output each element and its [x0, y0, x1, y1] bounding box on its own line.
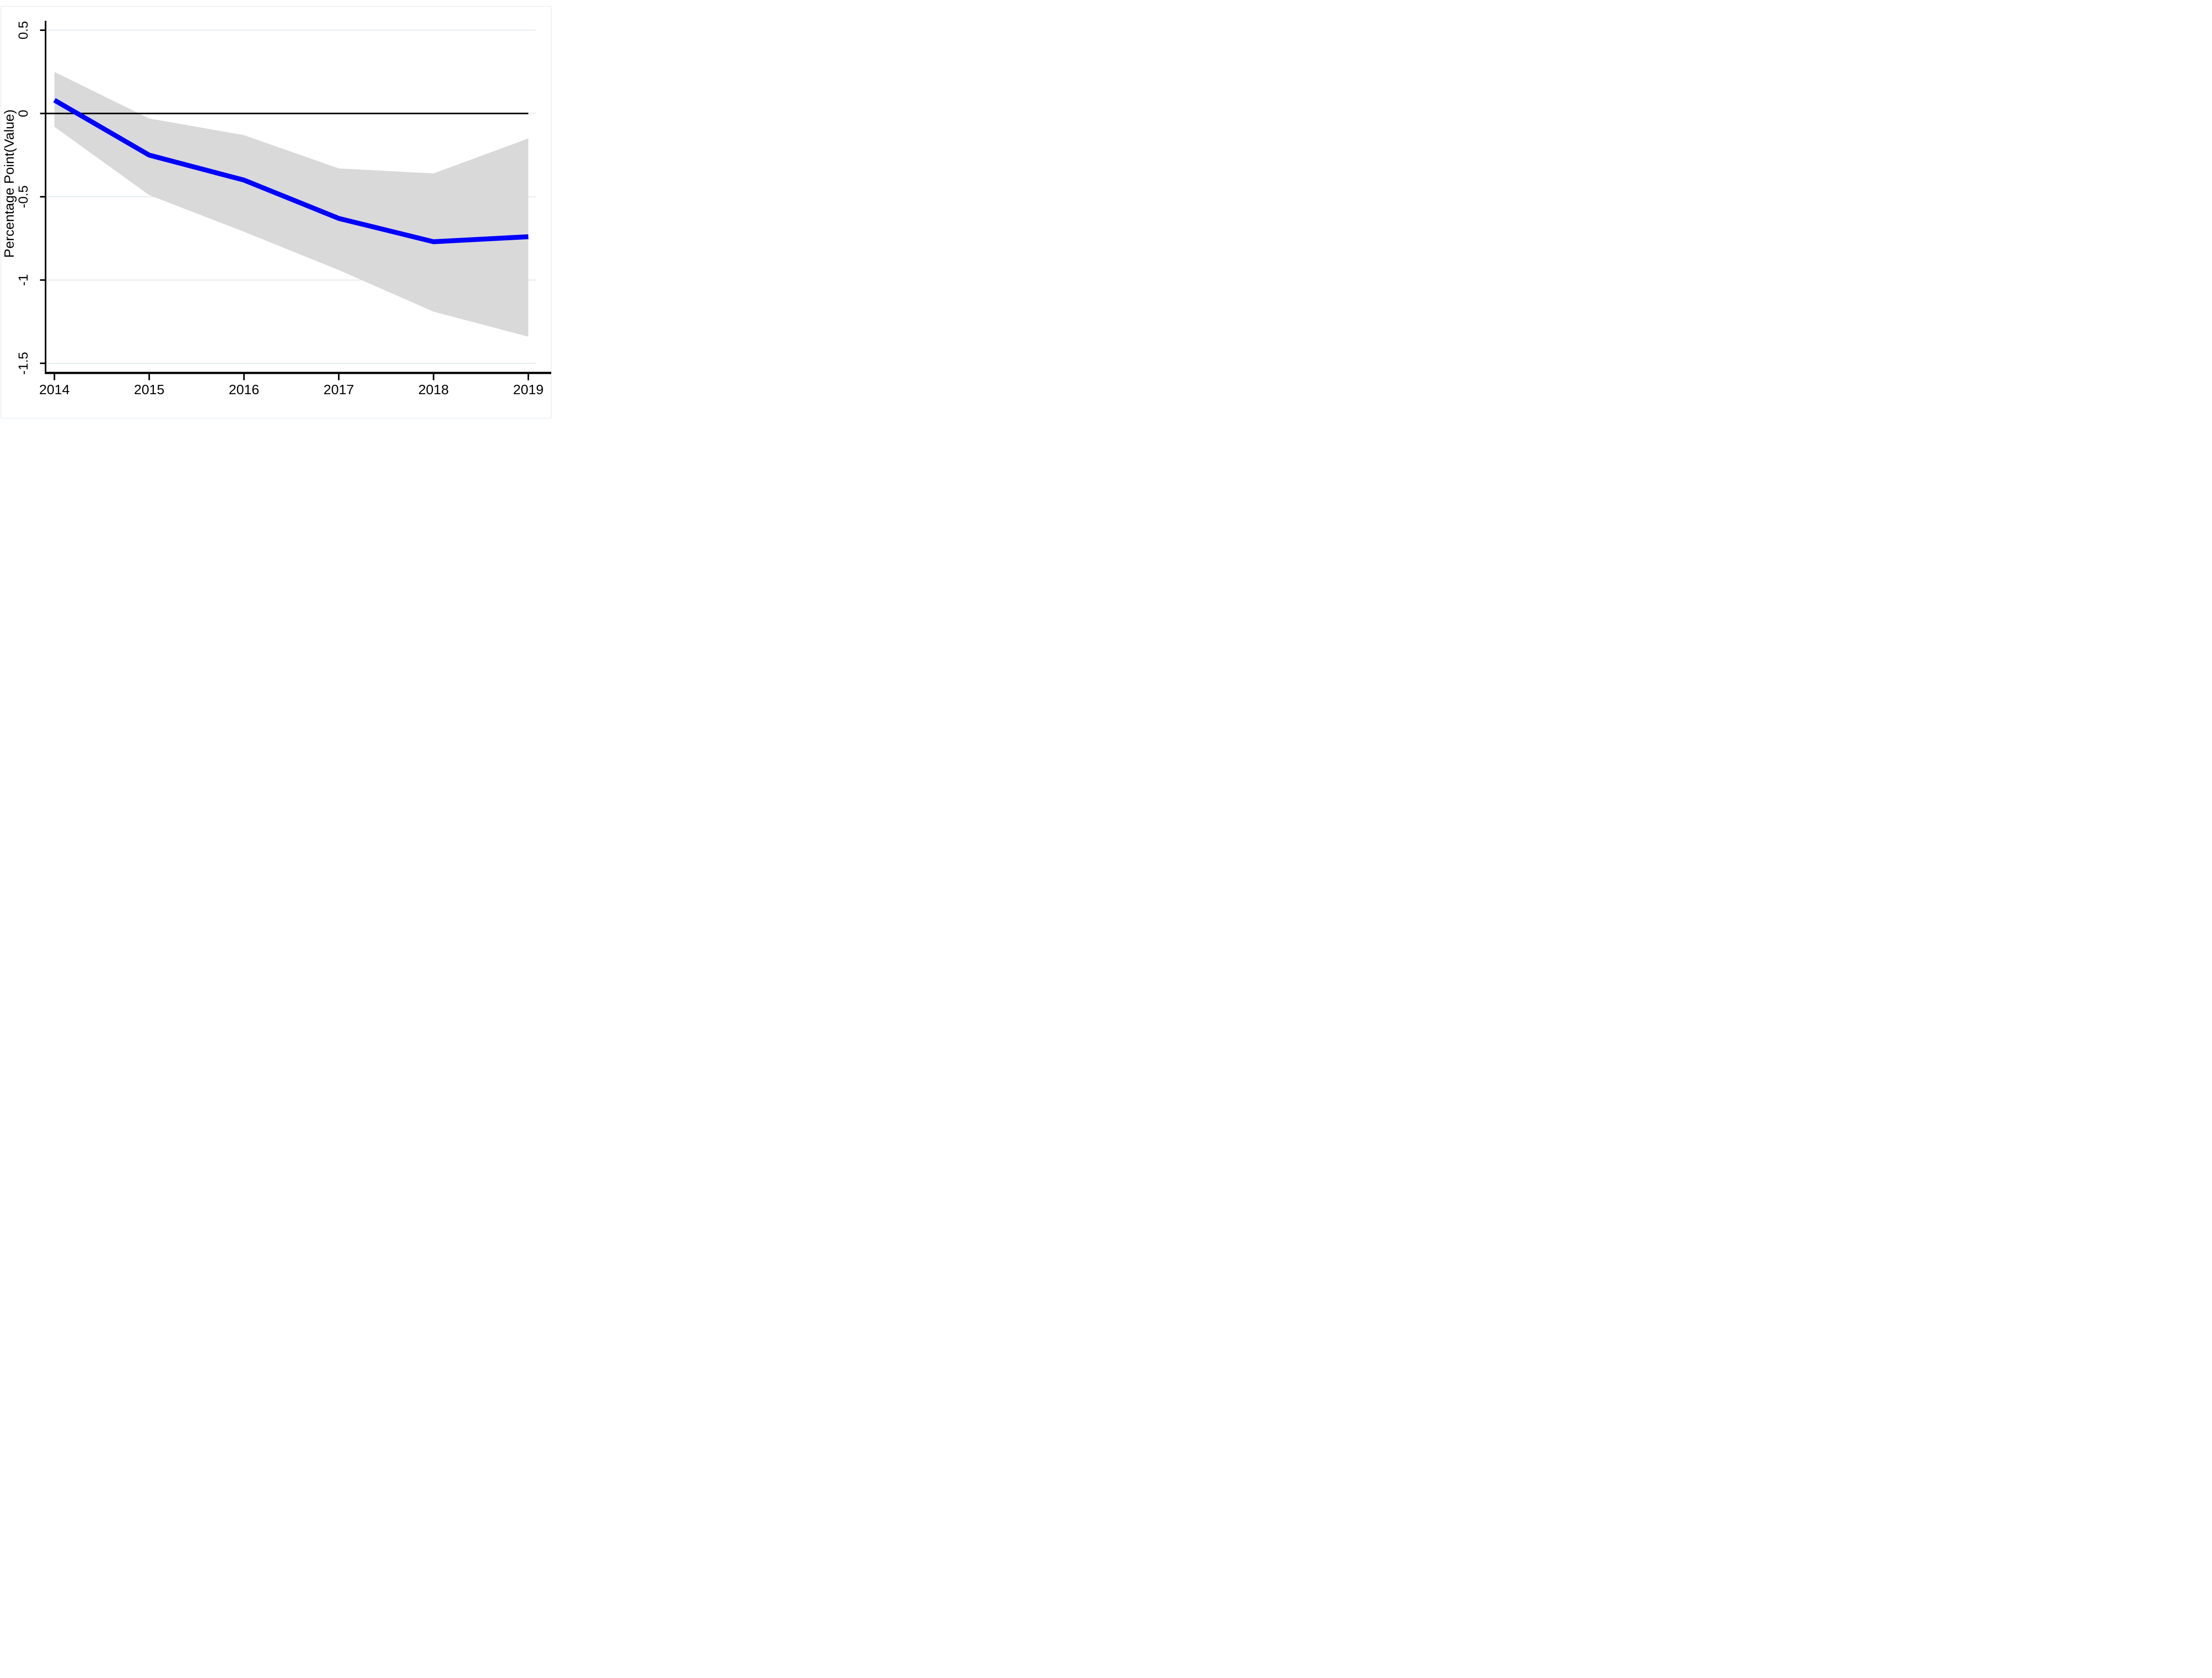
- y-tick-label: 0: [16, 110, 31, 117]
- confidence-band: [54, 72, 529, 337]
- x-tick-label: 2014: [39, 382, 70, 397]
- y-axis-title: Percentage Point(Value): [1, 109, 17, 257]
- y-tick-label: -0.5: [16, 185, 31, 208]
- coefficient-line: [53, 98, 529, 244]
- x-tick-label: 2016: [229, 382, 259, 397]
- y-tick-label: -1: [16, 274, 31, 286]
- chart-figure: Percentage Point(Value) 0.5 0 -0.5 -1 -1.5 20…: [0, 0, 561, 419]
- y-tick-label: -1.5: [16, 352, 31, 375]
- x-tick-label: 2019: [513, 382, 544, 397]
- y-tick-label: 0.5: [16, 21, 31, 39]
- x-tick-label: 2018: [419, 382, 449, 397]
- figure-border: [0, 6, 552, 419]
- x-tick-label: 2017: [323, 382, 354, 397]
- chart-canvas: Percentage Point(Value) 0.5 0 -0.5 -1 -1.5 20…: [0, 6, 552, 419]
- x-tick-label: 2015: [134, 382, 165, 397]
